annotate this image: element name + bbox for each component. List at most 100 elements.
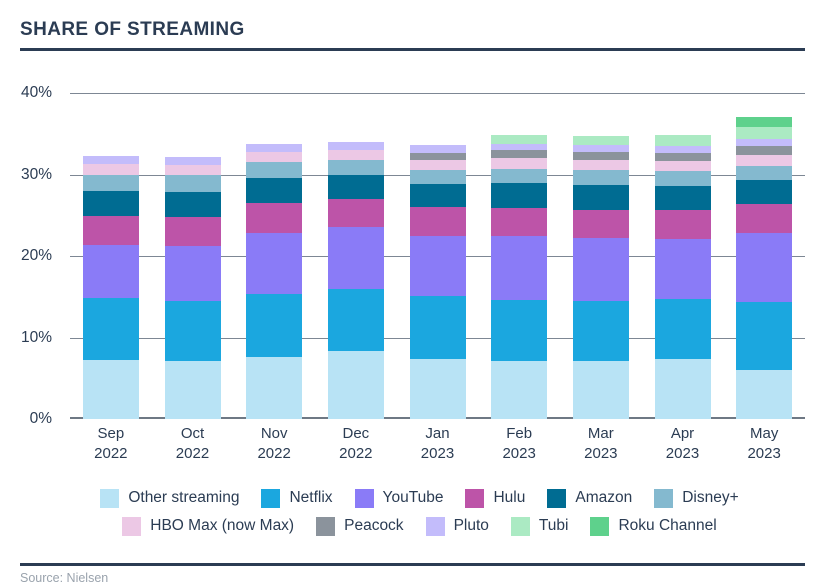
legend-item-youtube[interactable]: YouTube [354, 488, 443, 508]
bar-segment-hulu[interactable] [164, 216, 221, 247]
bar-segment-other-streaming[interactable] [491, 361, 548, 419]
bar-segment-amazon[interactable] [736, 180, 793, 204]
bar-segment-hbo-max-now-max[interactable] [409, 159, 466, 170]
legend-item-hulu[interactable]: Hulu [465, 488, 525, 508]
bar-segment-disney[interactable] [327, 159, 384, 176]
bar-segment-hulu[interactable] [572, 209, 629, 239]
bar-segment-pluto[interactable] [82, 155, 139, 164]
legend-item-peacock[interactable]: Peacock [316, 516, 404, 536]
bar-segment-pluto[interactable] [491, 143, 548, 151]
bar-segment-other-streaming[interactable] [409, 358, 466, 419]
bar-oct-2022[interactable] [164, 93, 221, 419]
bar-segment-youtube[interactable] [654, 238, 711, 300]
bar-segment-disney[interactable] [246, 162, 303, 178]
bar-segment-youtube[interactable] [327, 226, 384, 290]
legend-item-roku-channel[interactable]: Roku Channel [590, 516, 717, 536]
bar-segment-peacock[interactable] [572, 151, 629, 160]
bar-segment-amazon[interactable] [246, 177, 303, 204]
bar-segment-netflix[interactable] [82, 298, 139, 360]
bar-segment-amazon[interactable] [164, 191, 221, 217]
bar-segment-disney[interactable] [736, 165, 793, 181]
bar-segment-pluto[interactable] [654, 145, 711, 153]
bar-segment-peacock[interactable] [409, 152, 466, 160]
legend-item-hbo-max-now-max[interactable]: HBO Max (now Max) [122, 516, 294, 536]
legend-item-other-streaming[interactable]: Other streaming [100, 488, 239, 508]
legend-item-disney[interactable]: Disney+ [654, 488, 739, 508]
bar-segment-disney[interactable] [409, 169, 466, 185]
bar-segment-disney[interactable] [491, 168, 548, 184]
bar-segment-netflix[interactable] [491, 300, 548, 362]
bar-feb-2023[interactable] [491, 93, 548, 419]
bar-segment-netflix[interactable] [572, 300, 629, 362]
bar-segment-netflix[interactable] [409, 295, 466, 359]
bar-segment-hbo-max-now-max[interactable] [246, 151, 303, 163]
bar-segment-tubi[interactable] [572, 136, 629, 146]
bar-segment-youtube[interactable] [572, 238, 629, 301]
bar-segment-netflix[interactable] [164, 300, 221, 362]
bar-segment-disney[interactable] [572, 170, 629, 186]
bar-segment-disney[interactable] [654, 171, 711, 186]
bar-segment-pluto[interactable] [736, 138, 793, 146]
bar-mar-2023[interactable] [572, 93, 629, 419]
bar-segment-pluto[interactable] [572, 145, 629, 152]
bar-segment-pluto[interactable] [409, 145, 466, 153]
bar-segment-tubi[interactable] [654, 134, 711, 146]
bar-segment-hulu[interactable] [82, 216, 139, 246]
bar-segment-hulu[interactable] [327, 198, 384, 227]
bar-segment-pluto[interactable] [246, 143, 303, 152]
bar-segment-amazon[interactable] [491, 183, 548, 208]
bar-segment-peacock[interactable] [654, 152, 711, 161]
bar-segment-hbo-max-now-max[interactable] [82, 163, 139, 175]
bar-segment-hbo-max-now-max[interactable] [736, 154, 793, 166]
bar-segment-amazon[interactable] [409, 184, 466, 208]
bar-segment-other-streaming[interactable] [164, 361, 221, 419]
bar-segment-other-streaming[interactable] [654, 358, 711, 419]
bar-segment-hulu[interactable] [409, 207, 466, 236]
bar-segment-netflix[interactable] [654, 299, 711, 359]
bar-segment-amazon[interactable] [572, 185, 629, 210]
legend-item-amazon[interactable]: Amazon [547, 488, 632, 508]
bar-segment-youtube[interactable] [736, 233, 793, 303]
bar-jan-2023[interactable] [409, 93, 466, 419]
bar-segment-hbo-max-now-max[interactable] [327, 150, 384, 160]
bar-segment-youtube[interactable] [246, 233, 303, 295]
bar-segment-hbo-max-now-max[interactable] [572, 159, 629, 171]
bar-segment-other-streaming[interactable] [572, 361, 629, 419]
bar-segment-youtube[interactable] [164, 246, 221, 301]
legend-item-tubi[interactable]: Tubi [510, 516, 568, 536]
bar-segment-pluto[interactable] [164, 156, 221, 165]
bar-segment-hbo-max-now-max[interactable] [491, 158, 548, 169]
bar-segment-netflix[interactable] [246, 294, 303, 358]
bar-segment-disney[interactable] [82, 174, 139, 191]
bar-segment-other-streaming[interactable] [246, 357, 303, 419]
bar-segment-youtube[interactable] [82, 245, 139, 299]
bar-segment-peacock[interactable] [491, 150, 548, 159]
bar-segment-hulu[interactable] [736, 203, 793, 234]
bar-segment-youtube[interactable] [491, 236, 548, 301]
bar-segment-other-streaming[interactable] [736, 370, 793, 419]
bar-segment-hbo-max-now-max[interactable] [654, 160, 711, 172]
bar-may-2023[interactable] [736, 93, 793, 419]
bar-sep-2022[interactable] [82, 93, 139, 419]
bar-segment-netflix[interactable] [327, 289, 384, 351]
bar-segment-peacock[interactable] [736, 146, 793, 155]
bar-apr-2023[interactable] [654, 93, 711, 419]
bar-segment-amazon[interactable] [327, 175, 384, 199]
bar-segment-youtube[interactable] [409, 235, 466, 296]
bar-segment-tubi[interactable] [736, 127, 793, 139]
bar-segment-roku-channel[interactable] [736, 116, 793, 128]
bar-segment-hulu[interactable] [654, 209, 711, 239]
bar-segment-other-streaming[interactable] [82, 359, 139, 419]
bar-segment-hulu[interactable] [246, 203, 303, 234]
bar-segment-pluto[interactable] [327, 141, 384, 151]
legend-item-pluto[interactable]: Pluto [425, 516, 489, 536]
bar-segment-disney[interactable] [164, 175, 221, 192]
bar-segment-hbo-max-now-max[interactable] [164, 164, 221, 176]
bar-segment-hulu[interactable] [491, 207, 548, 237]
bar-dec-2022[interactable] [327, 93, 384, 419]
bar-segment-tubi[interactable] [491, 134, 548, 144]
legend-item-netflix[interactable]: Netflix [261, 488, 333, 508]
bar-segment-other-streaming[interactable] [327, 350, 384, 419]
bar-segment-amazon[interactable] [654, 185, 711, 210]
bar-nov-2022[interactable] [246, 93, 303, 419]
